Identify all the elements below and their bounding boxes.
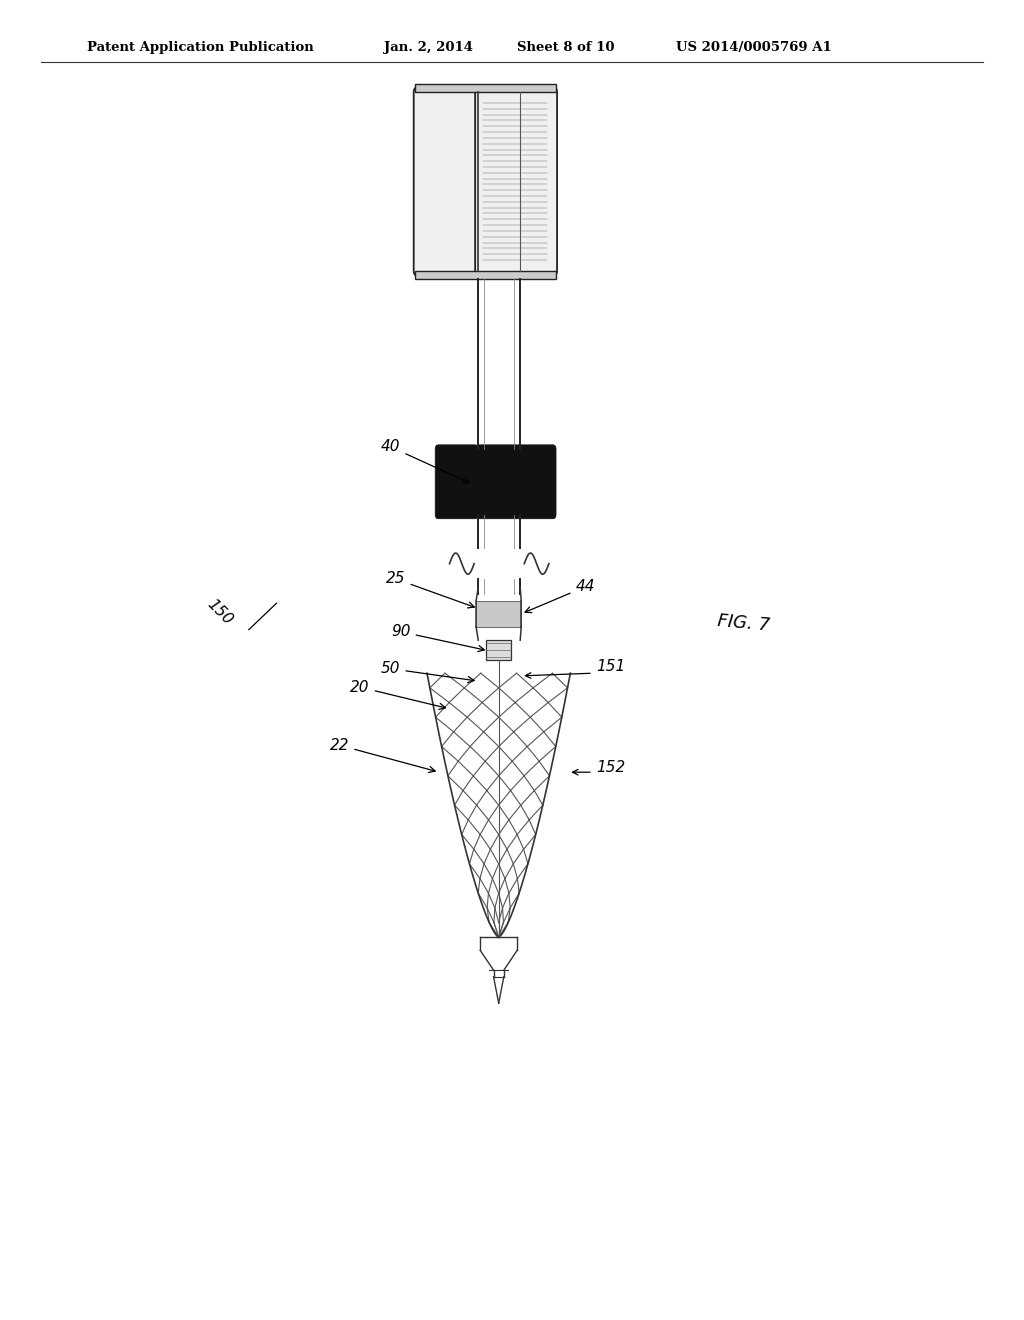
Text: 44: 44 bbox=[525, 579, 595, 612]
Bar bbox=[415, 271, 556, 279]
Text: 152: 152 bbox=[596, 760, 626, 775]
Text: 22: 22 bbox=[330, 738, 435, 772]
Text: 150: 150 bbox=[205, 597, 236, 627]
Text: US 2014/0005769 A1: US 2014/0005769 A1 bbox=[676, 41, 831, 54]
Bar bbox=[476, 601, 521, 627]
Bar bbox=[486, 640, 511, 660]
Text: 25: 25 bbox=[386, 572, 474, 609]
Bar bbox=[415, 84, 556, 92]
Text: Sheet 8 of 10: Sheet 8 of 10 bbox=[517, 41, 614, 54]
Text: 151: 151 bbox=[596, 659, 626, 673]
Text: 50: 50 bbox=[381, 661, 474, 682]
FancyBboxPatch shape bbox=[475, 87, 557, 276]
Text: 20: 20 bbox=[350, 680, 445, 709]
FancyBboxPatch shape bbox=[435, 445, 478, 519]
Text: Patent Application Publication: Patent Application Publication bbox=[87, 41, 313, 54]
FancyBboxPatch shape bbox=[414, 87, 479, 276]
Text: 40: 40 bbox=[381, 440, 469, 483]
Text: Jan. 2, 2014: Jan. 2, 2014 bbox=[384, 41, 473, 54]
Text: 90: 90 bbox=[391, 624, 484, 652]
FancyBboxPatch shape bbox=[476, 445, 556, 519]
Text: FIG. 7: FIG. 7 bbox=[717, 612, 771, 635]
